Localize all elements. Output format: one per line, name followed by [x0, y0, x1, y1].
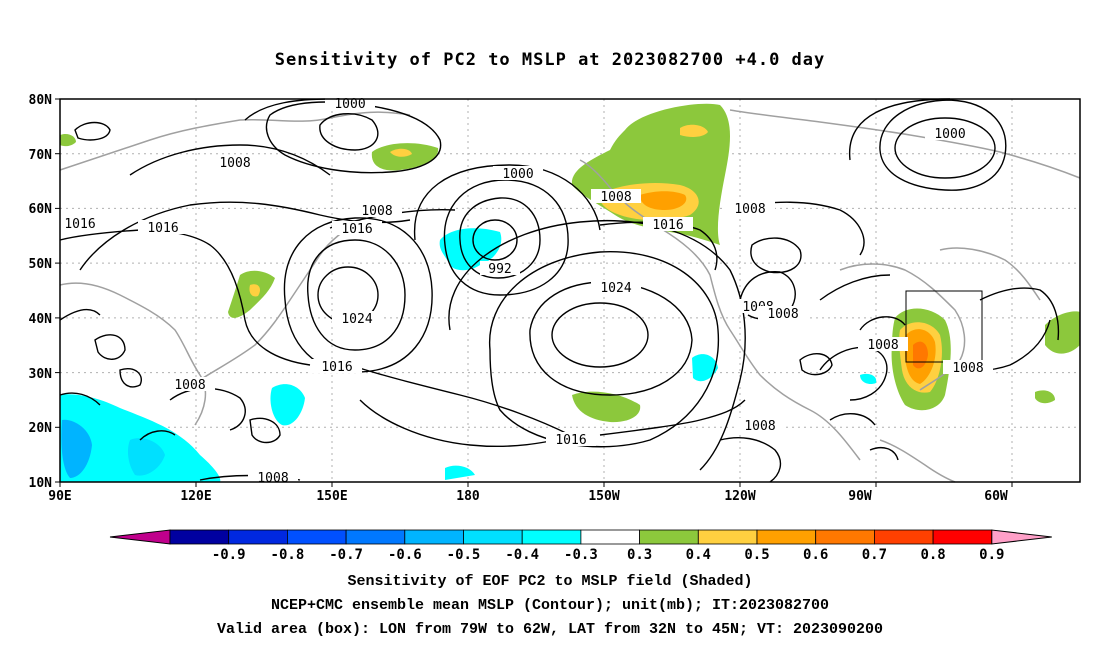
lat-label: 10N	[29, 476, 53, 491]
contour-label: 992	[488, 262, 511, 277]
lon-label: 90E	[48, 489, 71, 504]
colorbar-tick-label: -0.8	[271, 547, 305, 563]
shade-seasia-blue	[61, 419, 92, 478]
contour-label: 1008	[867, 338, 898, 353]
colorbar-swatch	[169, 529, 230, 545]
colorbar-swatch	[639, 529, 699, 545]
lon-label: 120W	[724, 489, 755, 504]
shade-east-pacific-cyan	[692, 354, 718, 382]
map-border	[59, 98, 1081, 483]
contour-label: 1016	[555, 433, 586, 448]
colorbar-tick-label: 0.4	[686, 547, 711, 563]
shade-pacific-cyan	[439, 228, 502, 271]
colorbar-swatch	[286, 529, 347, 545]
map-title: Sensitivity of PC2 to MSLP at 2023082700…	[274, 50, 826, 70]
contour-label: 1008	[174, 378, 205, 393]
lat-label: 70N	[29, 148, 53, 163]
contour-label: 1008	[767, 307, 798, 322]
contour-label: 1016	[341, 222, 372, 237]
colorbar-tick-label: 0.5	[744, 547, 769, 563]
colorbar-tick-label: -0.6	[388, 547, 422, 563]
colorbar-swatch	[580, 529, 641, 545]
colorbar-swatch	[404, 529, 464, 545]
shade-west-edge-green	[60, 133, 76, 147]
colorbar-swatch	[521, 529, 582, 545]
contour-label: 1008	[952, 361, 983, 376]
contour-label: 1016	[321, 360, 352, 375]
colorbar-tick-label: -0.5	[447, 547, 481, 563]
lat-label: 60N	[29, 202, 53, 217]
lat-label: 30N	[29, 367, 53, 382]
contour-label: 1016	[64, 217, 95, 232]
caption-line-3: Valid area (box): LON from 79W to 62W, L…	[216, 621, 884, 638]
lon-label: 150W	[588, 489, 619, 504]
shade-gulf-alaska-orange	[640, 191, 687, 210]
contour-label: 1016	[147, 221, 178, 236]
colorbar-tick-label: 0.8	[920, 547, 945, 563]
contour-label: 1008	[734, 202, 765, 217]
colorbar-tick-label: 0.3	[627, 547, 652, 563]
contour-labels: 1000 1000 1000 1008 1008 1008 1008 1008 …	[57, 96, 993, 486]
contour-label: 1008	[361, 204, 392, 219]
colorbar-low-arrow	[109, 529, 171, 545]
shade-bering-green	[371, 143, 439, 171]
lat-label: 80N	[29, 93, 53, 108]
contour-label: 1008	[257, 471, 288, 486]
caption-line-1: Sensitivity of EOF PC2 to MSLP field (Sh…	[347, 573, 753, 590]
colorbar-tick-label: 0.9	[979, 547, 1004, 563]
contour-label: 1024	[600, 281, 631, 296]
colorbar-tick-label: -0.9	[212, 547, 246, 563]
colorbar-swatch	[756, 529, 817, 545]
contour-label: 1000	[934, 127, 965, 142]
colorbar-tick-label: 0.7	[862, 547, 887, 563]
shade-east-atlantic-green	[1045, 311, 1080, 354]
contour-label: 1008	[219, 156, 250, 171]
lon-label: 150E	[316, 489, 347, 504]
lat-labels: 80N 70N 60N 50N 40N 30N 20N 10N	[29, 93, 53, 491]
shaded-sensitivity	[60, 103, 1080, 482]
shade-pacific-small-cyan	[445, 465, 475, 480]
colorbar-tick-label: 0.6	[803, 547, 828, 563]
shade-seasia-cyan	[60, 394, 221, 482]
shade-central-pacific-green	[572, 391, 641, 423]
contour-label: 1008	[744, 419, 775, 434]
lat-label: 50N	[29, 257, 53, 272]
colorbar-swatch	[345, 529, 406, 545]
shade-west-pacific-cyan	[270, 384, 305, 426]
colorbar-swatch	[697, 529, 758, 545]
colorbar-swatch	[932, 529, 993, 545]
caption-line-2: NCEP+CMC ensemble mean MSLP (Contour); u…	[270, 597, 830, 614]
lon-label: 60W	[984, 489, 1008, 504]
shade-seasia-cyan-2	[127, 438, 165, 476]
contour-label: 1000	[502, 167, 533, 182]
colorbar-swatch	[228, 529, 288, 545]
colorbar-tick-label: -0.4	[505, 547, 539, 563]
lon-labels: 90E 120E 150E 180 150W 120W 90W 60W	[48, 489, 1008, 504]
axis-ticks	[55, 98, 1013, 487]
lat-label: 40N	[29, 312, 53, 327]
shade-bering-orange	[390, 148, 412, 157]
colorbar-swatch	[815, 529, 875, 545]
contour-label: 1000	[334, 97, 365, 112]
shade-atlantic-small-green	[1035, 390, 1055, 404]
colorbar-tick-label: -0.3	[564, 547, 598, 563]
colorbar: -0.9 -0.8 -0.7 -0.6 -0.5 -0.4 -0.3 0.3 0.4 0.5 0.6…	[109, 529, 1052, 563]
colorbar-swatch	[463, 529, 523, 545]
shade-arctic-yellow	[680, 124, 708, 137]
colorbar-swatch	[874, 529, 934, 545]
lon-label: 120E	[180, 489, 211, 504]
contour-label: 1008	[600, 190, 631, 205]
colorbar-tick-label: -0.7	[329, 547, 363, 563]
shade-gulf-cyan	[860, 373, 877, 385]
shade-japan-yellow	[249, 284, 261, 297]
contour-label: 1016	[652, 218, 683, 233]
lat-label: 20N	[29, 421, 53, 436]
colorbar-high-arrow	[991, 529, 1052, 545]
lon-label: 180	[456, 489, 480, 504]
lon-label: 90W	[848, 489, 872, 504]
contour-label: 1024	[341, 312, 372, 327]
